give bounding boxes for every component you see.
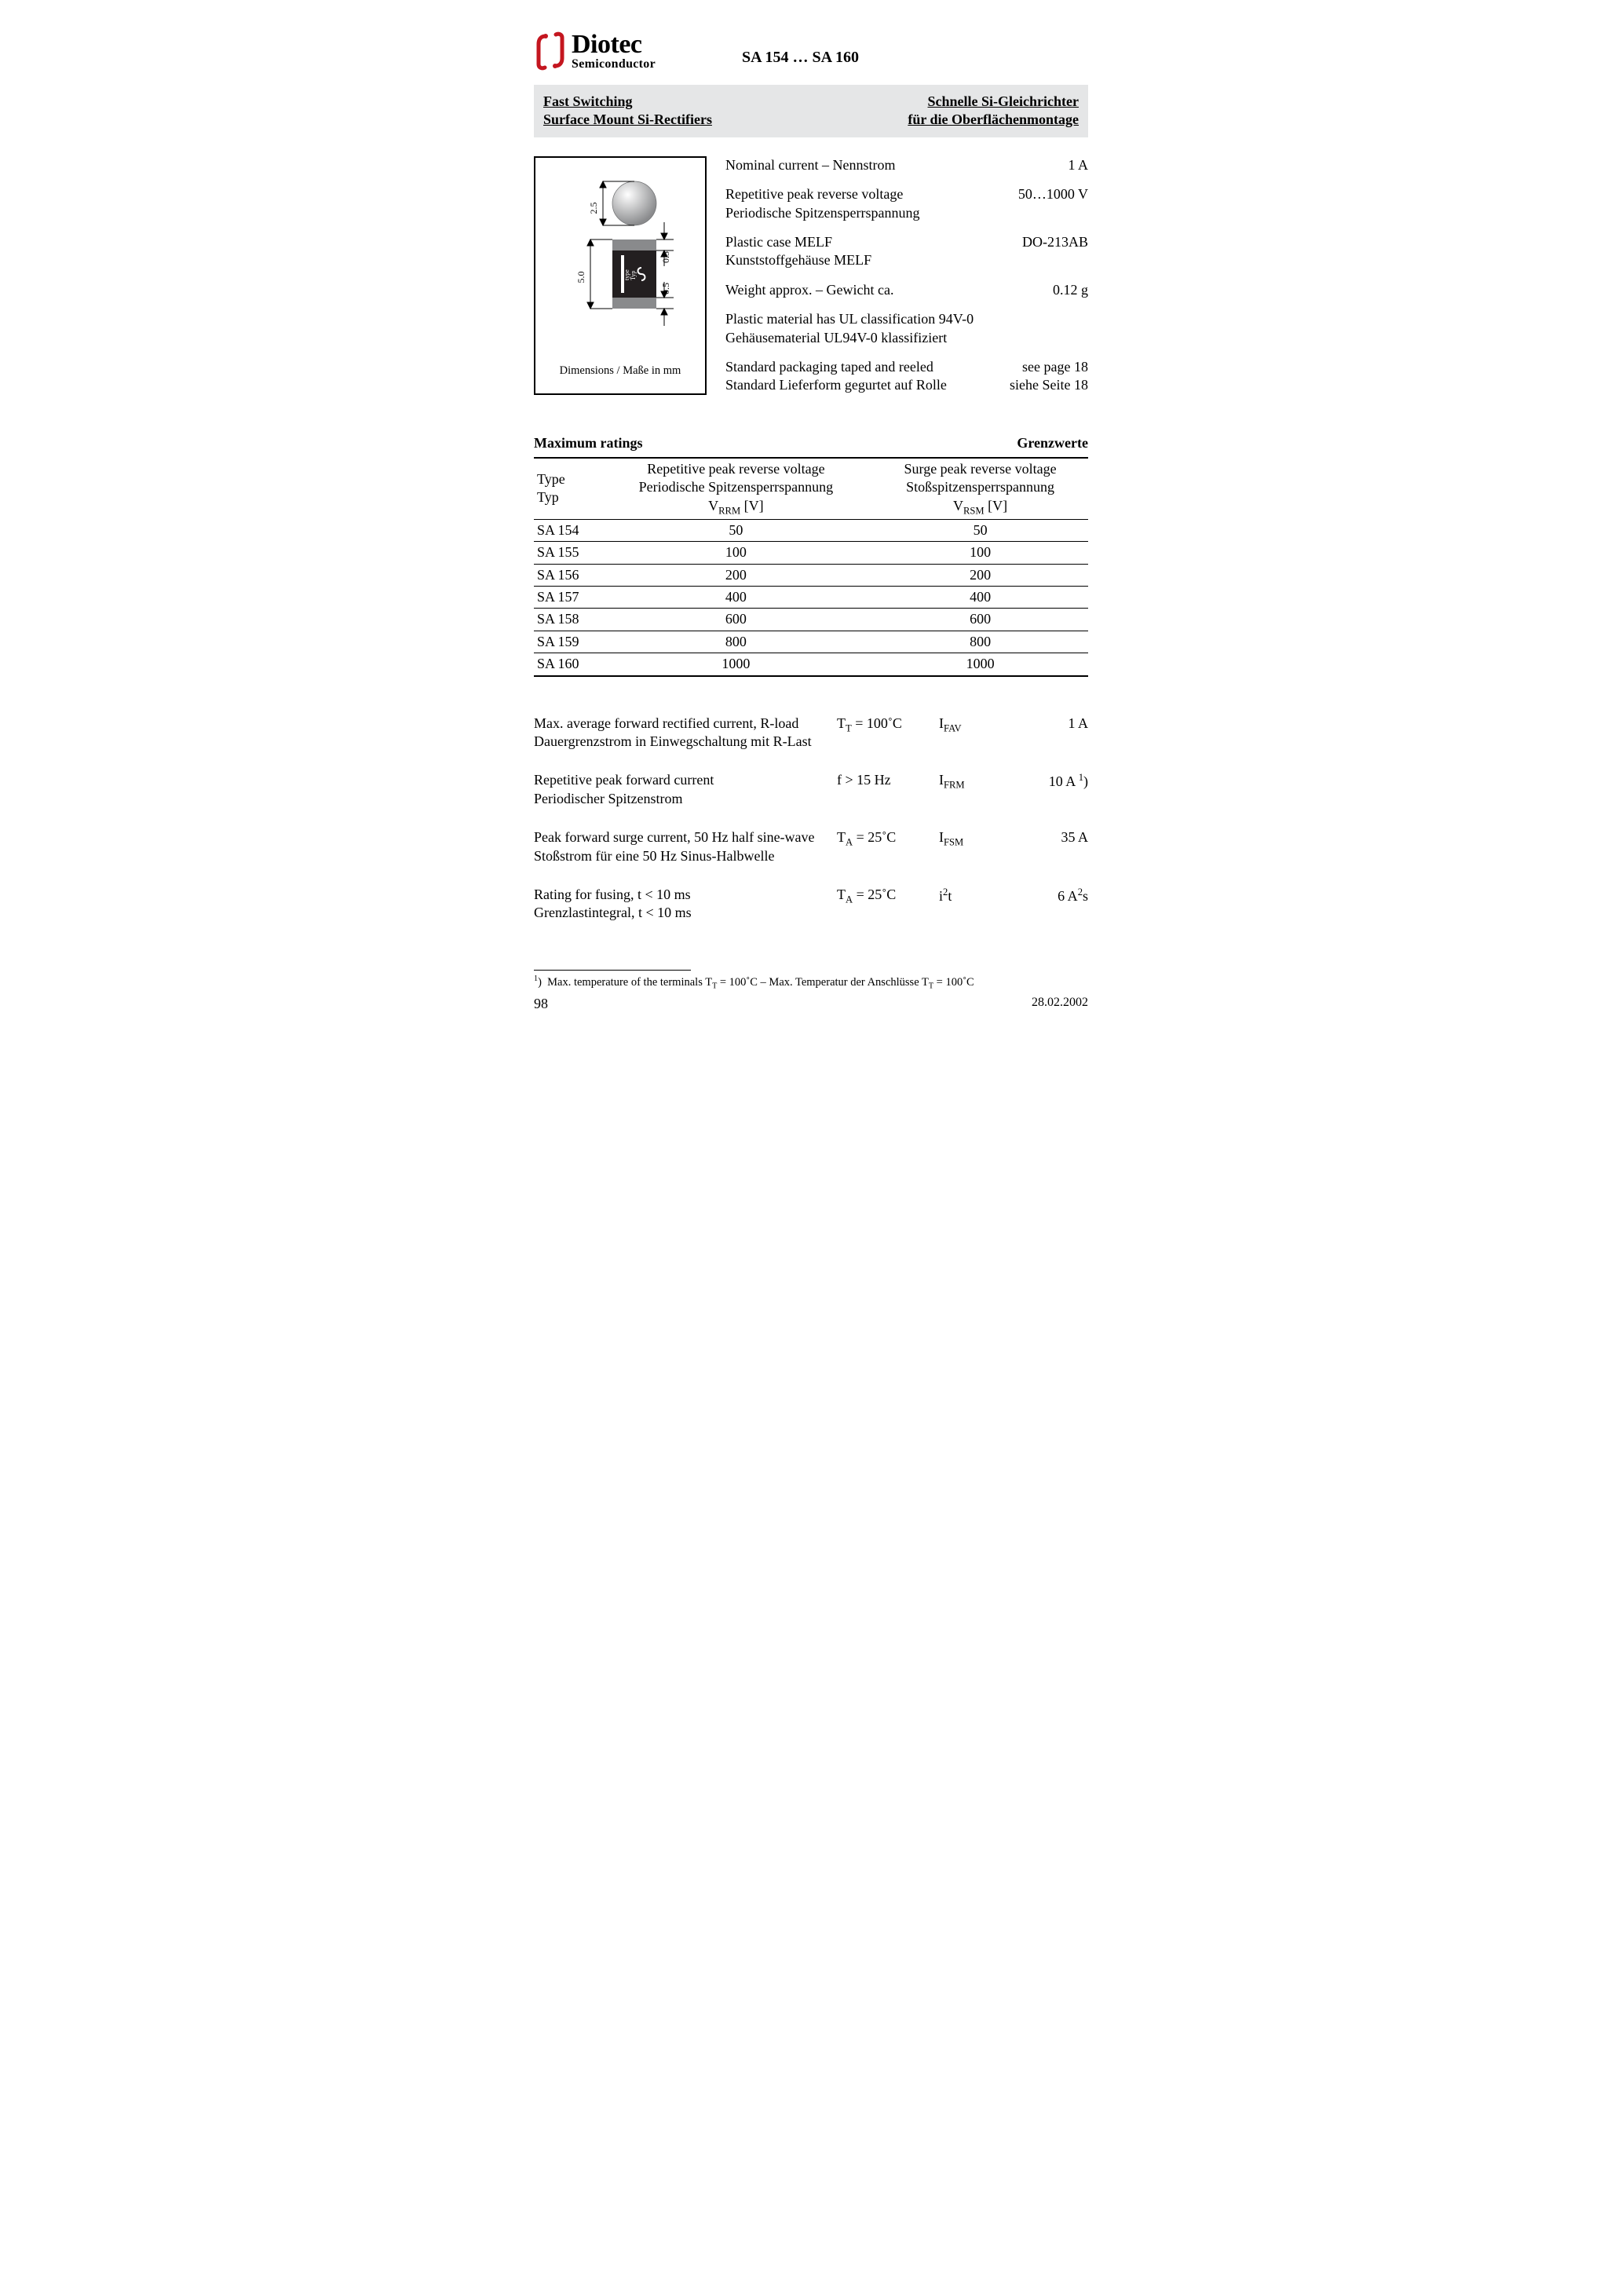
dim-0-5-a: 0.5	[660, 251, 671, 263]
table-cell: 600	[600, 609, 872, 631]
table-cell: 400	[600, 586, 872, 608]
table-cell: 200	[600, 564, 872, 586]
table-cell: SA 160	[534, 653, 600, 676]
ratings-heading-en: Maximum ratings	[534, 434, 643, 452]
table-cell: 600	[872, 609, 1088, 631]
param-value: 35 A	[1017, 828, 1088, 846]
table-row: SA 158600600	[534, 609, 1088, 631]
param-value: 1 A	[1017, 715, 1088, 733]
table-cell: 100	[600, 542, 872, 564]
param-row: Peak forward surge current, 50 Hz half s…	[534, 828, 1088, 865]
col-vrsm-sym: VRSM [V]	[953, 498, 1007, 514]
spec-value: 1 A	[1068, 156, 1088, 174]
table-cell: SA 158	[534, 609, 600, 631]
spec-label: Weight approx. – Gewicht ca.	[725, 281, 893, 299]
dimensions-diagram: type Typ 2.5	[534, 156, 707, 395]
table-cell: 50	[872, 519, 1088, 541]
title-left-2: Surface Mount Si-Rectifiers	[543, 111, 712, 129]
dimensions-caption: Dimensions / Maße in mm	[542, 364, 699, 378]
spec-row: Weight approx. – Gewicht ca. 0.12 g	[725, 281, 1088, 299]
param-desc: Peak forward surge current, 50 Hz half s…	[534, 828, 829, 865]
table-cell: 50	[600, 519, 872, 541]
param-row: Repetitive peak forward currentPeriodisc…	[534, 771, 1088, 808]
param-row: Rating for fusing, t < 10 msGrenzlastint…	[534, 886, 1088, 923]
param-value: 6 A2s	[1017, 886, 1088, 905]
dim-2-5: 2.5	[588, 202, 599, 214]
col-vrrm-de: Periodische Spitzensperrspannung	[639, 479, 833, 495]
brand-logo: Diotec Semiconductor	[534, 31, 656, 71]
table-cell: SA 155	[534, 542, 600, 564]
table-cell: SA 157	[534, 586, 600, 608]
col-vrsm-en: Surge peak reverse voltage	[904, 461, 1057, 477]
table-row: SA 16010001000	[534, 653, 1088, 676]
param-desc: Repetitive peak forward currentPeriodisc…	[534, 771, 829, 808]
param-value: 10 A 1)	[1017, 771, 1088, 791]
param-symbol: IFSM	[939, 828, 1010, 849]
spec-label: Nominal current – Nennstrom	[725, 156, 895, 174]
spec-value: see page 18siehe Seite 18	[1010, 358, 1088, 395]
table-cell: SA 156	[534, 564, 600, 586]
dim-0-5-b: 0.5	[660, 283, 671, 294]
table-cell: SA 154	[534, 519, 600, 541]
ratings-heading-de: Grenzwerte	[1017, 434, 1088, 452]
ratings-table: Type Typ Repetitive peak reverse voltage…	[534, 457, 1088, 676]
table-row: SA 156200200	[534, 564, 1088, 586]
col-type-en: Type	[537, 471, 565, 487]
page-footer: 98 28.02.2002	[534, 995, 1088, 1013]
table-cell: 400	[872, 586, 1088, 608]
brand-glyph-icon	[534, 31, 567, 71]
document-title: SA 154 … SA 160	[742, 47, 859, 71]
spec-row: Standard packaging taped and reeledStand…	[725, 358, 1088, 395]
title-right-1: Schnelle Si-Gleichrichter	[908, 93, 1079, 111]
spec-label: Repetitive peak reverse voltagePeriodisc…	[725, 185, 919, 222]
param-symbol: IFAV	[939, 715, 1010, 735]
table-row: SA 155100100	[534, 542, 1088, 564]
brand-sub: Semiconductor	[572, 58, 656, 71]
spec-list: Nominal current – Nennstrom 1 A Repetitive…	[725, 156, 1088, 395]
title-left-1: Fast Switching	[543, 93, 712, 111]
spec-label: Plastic material has UL classification 9…	[725, 310, 974, 347]
table-cell: 1000	[600, 653, 872, 676]
brand-name: Diotec	[572, 31, 656, 58]
svg-text:Typ: Typ	[630, 270, 637, 280]
col-vrrm-en: Repetitive peak reverse voltage	[647, 461, 824, 477]
spec-row: Repetitive peak reverse voltagePeriodisc…	[725, 185, 1088, 222]
param-desc: Max. average forward rectified current, …	[534, 715, 829, 751]
param-condition: TA = 25˚C	[837, 886, 931, 906]
col-type-de: Typ	[537, 489, 559, 505]
param-condition: TT = 100˚C	[837, 715, 931, 735]
page-number: 98	[534, 995, 548, 1013]
dim-5-0: 5.0	[575, 271, 586, 283]
param-symbol: IFRM	[939, 771, 1010, 792]
table-cell: 200	[872, 564, 1088, 586]
page-date: 28.02.2002	[1032, 995, 1088, 1013]
spec-row: Plastic case MELFKunststoffgehäuse MELF D…	[725, 233, 1088, 270]
spec-label: Standard packaging taped and reeledStand…	[725, 358, 947, 395]
param-row: Max. average forward rectified current, …	[534, 715, 1088, 751]
table-cell: 100	[872, 542, 1088, 564]
table-cell: SA 159	[534, 631, 600, 653]
param-symbol: i2t	[939, 886, 1010, 905]
param-condition: f > 15 Hz	[837, 771, 931, 789]
params-list: Max. average forward rectified current, …	[534, 715, 1088, 923]
spec-row: Plastic material has UL classification 9…	[725, 310, 1088, 347]
spec-value: DO-213AB	[1022, 233, 1088, 270]
spec-value: 50…1000 V	[1018, 185, 1088, 222]
spec-value: 0.12 g	[1053, 281, 1088, 299]
spec-row: Nominal current – Nennstrom 1 A	[725, 156, 1088, 174]
param-condition: TA = 25˚C	[837, 828, 931, 849]
table-row: SA 159800800	[534, 631, 1088, 653]
col-vrsm-de: Stoßspitzensperrspannung	[906, 479, 1054, 495]
param-desc: Rating for fusing, t < 10 msGrenzlastint…	[534, 886, 829, 923]
title-bar: Fast Switching Surface Mount Si-Rectifie…	[534, 85, 1088, 137]
spec-label: Plastic case MELFKunststoffgehäuse MELF	[725, 233, 871, 270]
table-row: SA 1545050	[534, 519, 1088, 541]
table-cell: 1000	[872, 653, 1088, 676]
col-vrrm-sym: VRRM [V]	[708, 498, 764, 514]
table-cell: 800	[872, 631, 1088, 653]
title-right-2: für die Oberflächenmontage	[908, 111, 1079, 129]
table-cell: 800	[600, 631, 872, 653]
footnote: 1) Max. temperature of the terminals TT …	[534, 974, 1088, 992]
table-row: SA 157400400	[534, 586, 1088, 608]
